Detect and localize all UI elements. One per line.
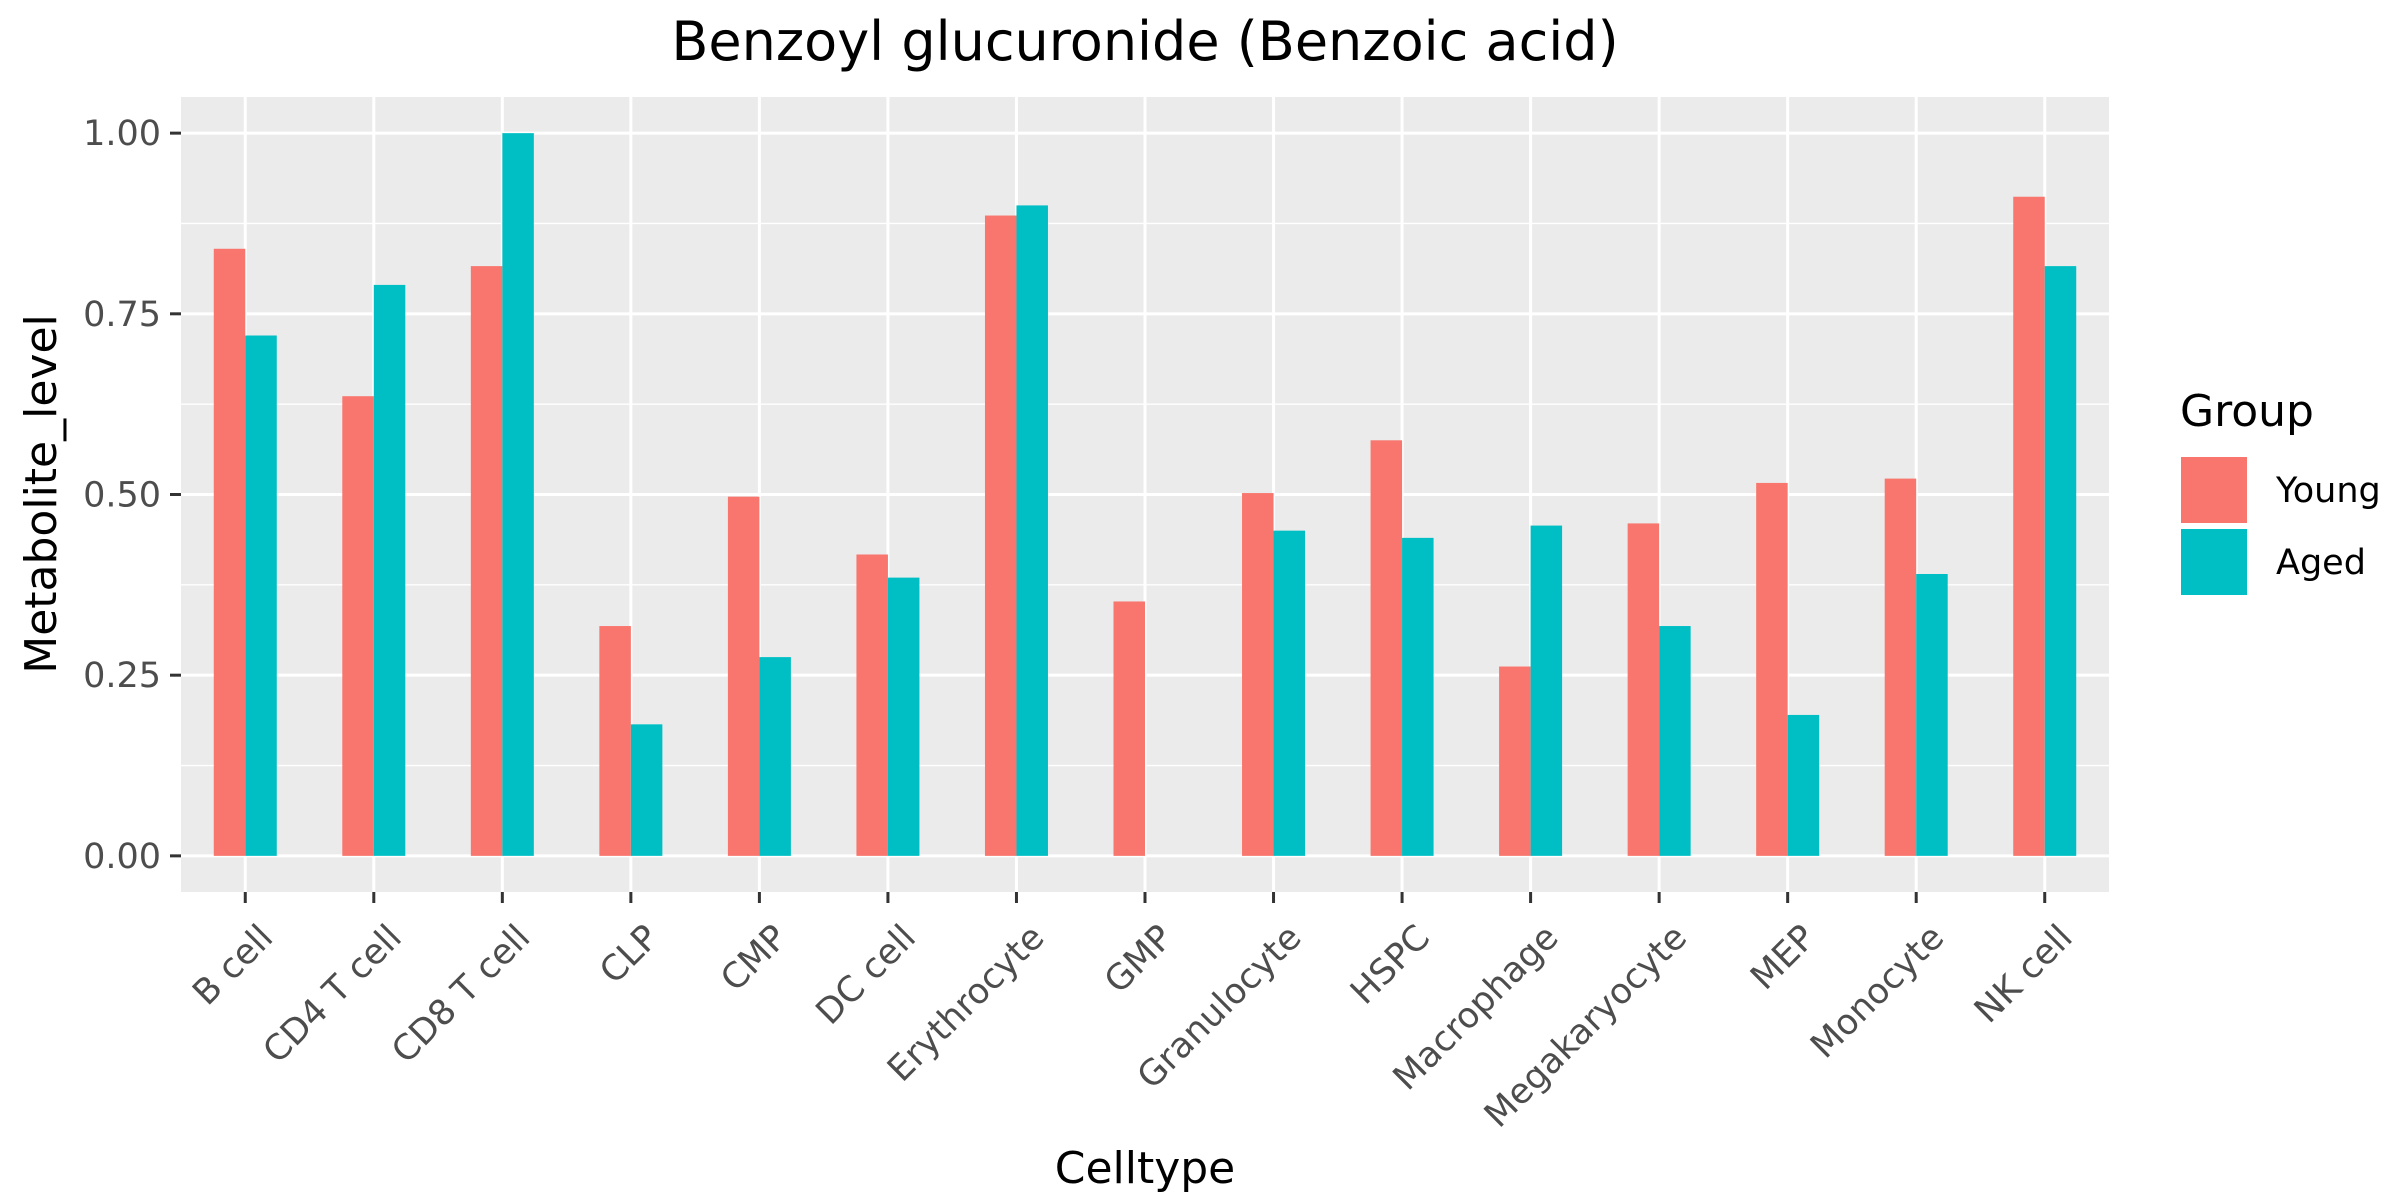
x-tick-label-2: CD8 T cell bbox=[384, 918, 538, 1072]
x-tick-label-4: CMP bbox=[713, 918, 795, 1000]
x-axis-title: Celltype bbox=[1055, 1143, 1236, 1194]
x-tick-label-14: NK cell bbox=[1967, 918, 2080, 1031]
bar-aged-14 bbox=[2044, 266, 2077, 856]
bar-aged-8 bbox=[1273, 530, 1306, 856]
y-tick-label-3: 0.75 bbox=[83, 295, 161, 335]
x-tick-label-0: B cell bbox=[185, 918, 281, 1014]
legend-swatch-young bbox=[2181, 457, 2247, 523]
bar-aged-4 bbox=[759, 657, 791, 856]
chart-title: Benzoyl glucuronide (Benzoic acid) bbox=[671, 10, 1618, 73]
legend-swatch-aged bbox=[2181, 529, 2247, 595]
y-tick-label-2: 0.50 bbox=[83, 476, 161, 516]
bar-young-9 bbox=[1370, 440, 1403, 856]
bar-young-6 bbox=[984, 215, 1017, 856]
bar-young-5 bbox=[856, 554, 888, 856]
y-axis: 0.00 0.25 0.50 0.75 1.00 bbox=[83, 114, 181, 877]
bar-young-11 bbox=[1627, 523, 1660, 856]
y-axis-title: Metabolite_level bbox=[16, 314, 67, 674]
bar-young-12 bbox=[1756, 482, 1788, 856]
bar-young-0 bbox=[213, 248, 246, 856]
bar-aged-9 bbox=[1402, 537, 1434, 856]
bar-young-8 bbox=[1242, 493, 1274, 856]
bar-aged-11 bbox=[1659, 626, 1691, 856]
bar-young-7 bbox=[1113, 601, 1145, 856]
legend-items: Young Aged bbox=[2181, 457, 2381, 595]
x-tick-label-7: GMP bbox=[1097, 918, 1181, 1002]
bar-aged-10 bbox=[1530, 525, 1563, 856]
legend-title: Group bbox=[2180, 386, 2314, 437]
y-tick-label-0: 0.00 bbox=[83, 837, 161, 877]
bar-aged-2 bbox=[502, 133, 534, 856]
bar-aged-13 bbox=[1916, 574, 1948, 856]
legend-label-young: Young bbox=[2275, 471, 2381, 511]
y-tick-label-4: 1.00 bbox=[83, 114, 161, 154]
bar-aged-3 bbox=[630, 724, 663, 856]
bar-aged-6 bbox=[1016, 205, 1048, 856]
bars bbox=[213, 133, 2077, 856]
bar-young-4 bbox=[727, 496, 760, 856]
x-tick-label-13: Monocyte bbox=[1803, 918, 1952, 1067]
x-tick-label-9: HSPC bbox=[1343, 918, 1438, 1013]
bar-young-3 bbox=[599, 626, 631, 856]
bar-young-14 bbox=[2013, 196, 2045, 856]
bar-young-1 bbox=[342, 396, 374, 856]
legend: Group Young Aged bbox=[2180, 386, 2381, 595]
x-tick-label-12: MEP bbox=[1743, 918, 1823, 998]
bar-aged-0 bbox=[245, 335, 277, 856]
bar-aged-1 bbox=[373, 284, 406, 856]
x-tick-label-1: CD4 T cell bbox=[256, 918, 410, 1072]
bar-young-13 bbox=[1884, 478, 1917, 856]
bar-young-10 bbox=[1499, 666, 1531, 856]
bar-aged-5 bbox=[887, 577, 920, 856]
x-tick-label-5: DC cell bbox=[809, 918, 924, 1033]
x-tick-label-3: CLP bbox=[592, 918, 666, 992]
y-tick-label-1: 0.25 bbox=[83, 656, 161, 696]
legend-label-aged: Aged bbox=[2276, 543, 2366, 583]
bar-aged-12 bbox=[1787, 714, 1820, 856]
bar-young-2 bbox=[470, 266, 503, 856]
